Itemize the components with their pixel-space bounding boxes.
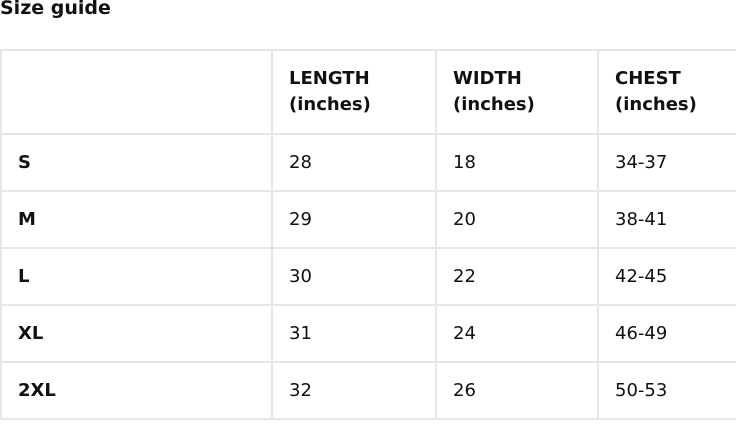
- table-row: M 29 20 38-41: [0, 190, 736, 249]
- header-size: [0, 49, 273, 135]
- cell-length: 28: [271, 133, 437, 192]
- cell-chest: 38-41: [597, 190, 736, 249]
- cell-width: 26: [435, 361, 599, 420]
- header-length: LENGTH (inches): [271, 49, 437, 135]
- cell-size: XL: [0, 304, 273, 363]
- table-row: 2XL 32 26 50-53: [0, 361, 736, 420]
- cell-size: S: [0, 133, 273, 192]
- size-guide-table: LENGTH (inches) WIDTH (inches) CHEST (inche…: [0, 49, 736, 420]
- page-title: Size guide: [0, 0, 111, 19]
- header-width: WIDTH (inches): [435, 49, 599, 135]
- cell-length: 32: [271, 361, 437, 420]
- cell-length: 30: [271, 247, 437, 306]
- table-row: XL 31 24 46-49: [0, 304, 736, 363]
- table-row: S 28 18 34-37: [0, 133, 736, 192]
- cell-size: M: [0, 190, 273, 249]
- header-row: LENGTH (inches) WIDTH (inches) CHEST (inche…: [0, 49, 736, 135]
- cell-size: 2XL: [0, 361, 273, 420]
- cell-width: 22: [435, 247, 599, 306]
- cell-length: 31: [271, 304, 437, 363]
- cell-width: 20: [435, 190, 599, 249]
- cell-width: 24: [435, 304, 599, 363]
- cell-chest: 34-37: [597, 133, 736, 192]
- cell-chest: 46-49: [597, 304, 736, 363]
- cell-size: L: [0, 247, 273, 306]
- table-row: L 30 22 42-45: [0, 247, 736, 306]
- cell-length: 29: [271, 190, 437, 249]
- cell-width: 18: [435, 133, 599, 192]
- header-chest: CHEST (inches): [597, 49, 736, 135]
- cell-chest: 42-45: [597, 247, 736, 306]
- cell-chest: 50-53: [597, 361, 736, 420]
